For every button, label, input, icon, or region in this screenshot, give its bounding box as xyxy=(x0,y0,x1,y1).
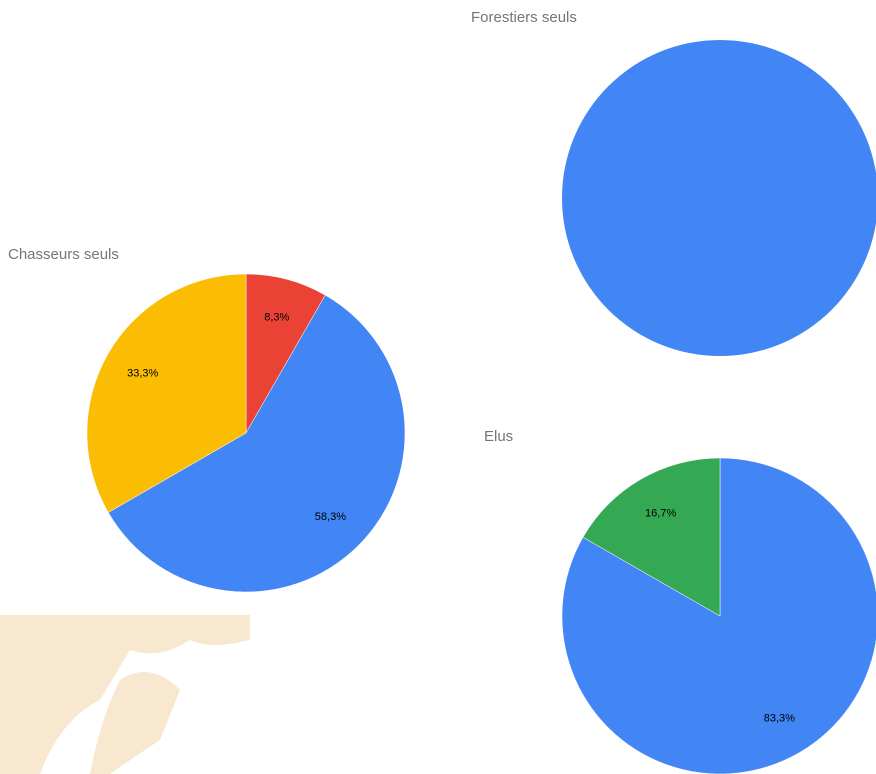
slice-label: 8,3% xyxy=(264,312,289,324)
decoration xyxy=(0,615,250,774)
slice-label: 83,3% xyxy=(764,712,795,724)
slice-label: 33,3% xyxy=(127,367,158,379)
pie-slice xyxy=(107,294,406,593)
slice-label: 58,3% xyxy=(315,511,346,523)
pie-slice xyxy=(561,457,876,774)
slice-label: 16,7% xyxy=(645,507,676,519)
pie-slice xyxy=(582,457,721,617)
chart-title: Elus xyxy=(484,428,513,445)
chart-title: Forestiers seuls xyxy=(471,9,577,26)
pie-slice xyxy=(86,273,247,513)
chart-title: Chasseurs seuls xyxy=(8,246,119,263)
pie-slice xyxy=(562,40,876,356)
